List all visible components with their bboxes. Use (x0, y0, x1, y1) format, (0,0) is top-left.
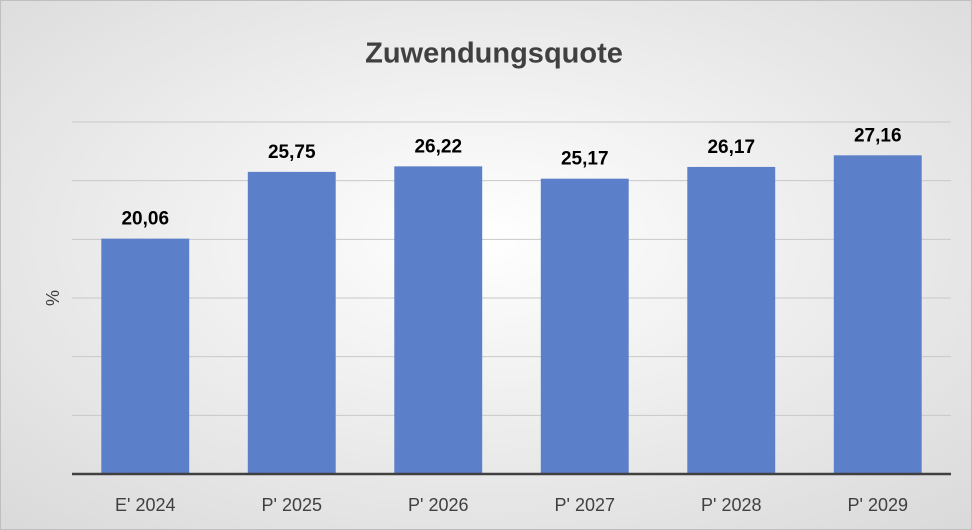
data-label: 20,06 (121, 209, 169, 230)
bar (394, 166, 483, 475)
data-label: 27,16 (854, 125, 902, 146)
bar (833, 155, 922, 474)
chart-title: Zuwendungsquote (365, 38, 623, 70)
data-label: 26,17 (707, 137, 755, 158)
x-tick-label: P' 2026 (408, 495, 469, 515)
x-tick-label: P' 2029 (848, 495, 909, 515)
data-label: 25,17 (561, 149, 609, 170)
x-tick-label: P' 2027 (555, 495, 616, 515)
x-tick-label: P' 2028 (701, 495, 762, 515)
bar (540, 178, 629, 474)
bar (247, 171, 336, 474)
data-label: 25,75 (268, 142, 316, 163)
x-tick-label: E' 2024 (115, 495, 176, 515)
x-tick-label: P' 2025 (262, 495, 323, 515)
data-label: 26,22 (414, 136, 462, 157)
bar (687, 166, 776, 474)
bar (101, 238, 190, 474)
y-axis-label: % (43, 290, 63, 306)
